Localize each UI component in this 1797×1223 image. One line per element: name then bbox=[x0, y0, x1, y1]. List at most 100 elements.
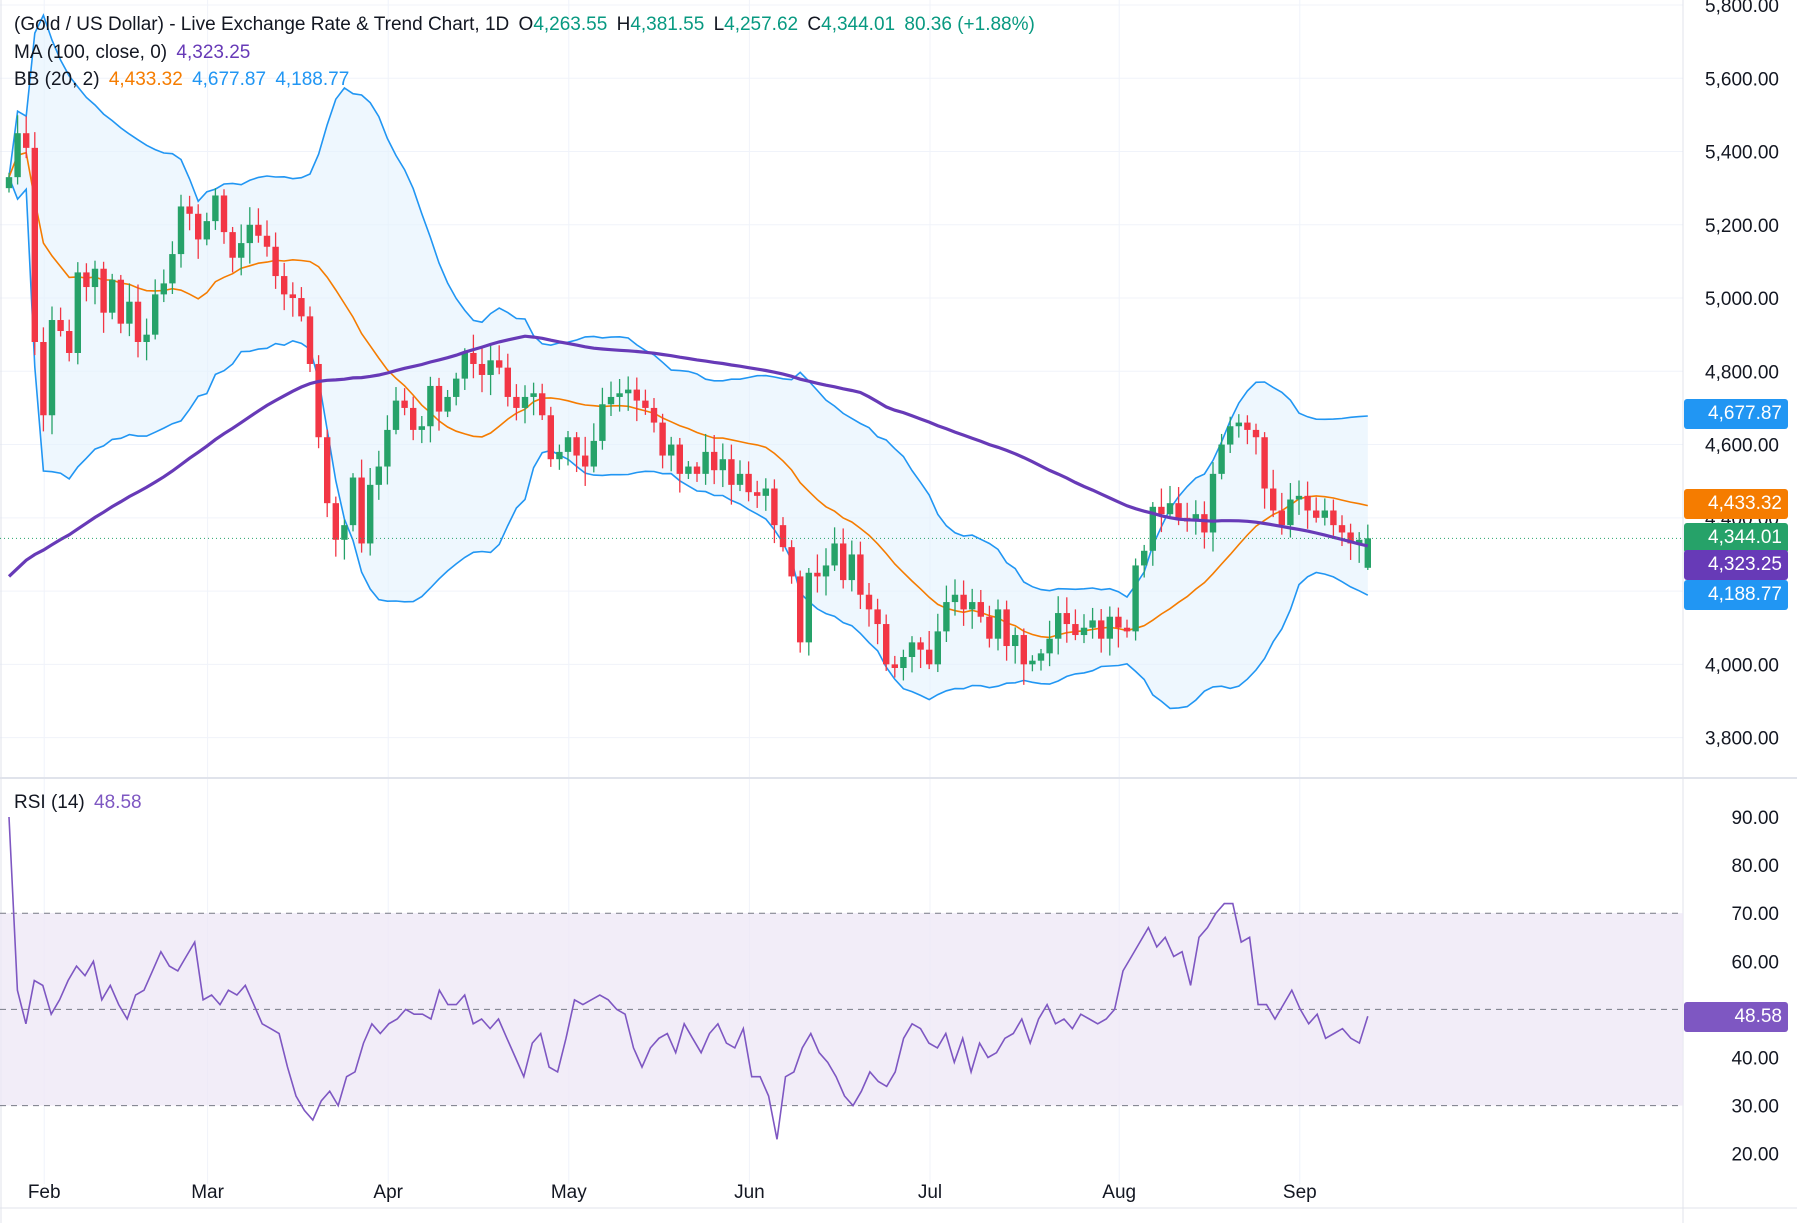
candle-body bbox=[341, 525, 348, 540]
candle bbox=[453, 372, 460, 406]
candle-body bbox=[74, 272, 81, 353]
candle-body bbox=[14, 133, 21, 178]
candle bbox=[719, 443, 726, 488]
time-axis-label: Apr bbox=[373, 1182, 403, 1203]
high-label: H bbox=[616, 14, 631, 35]
candle bbox=[891, 655, 898, 678]
candle bbox=[1055, 596, 1062, 655]
candle-body bbox=[470, 352, 477, 364]
candle bbox=[263, 220, 271, 257]
candle bbox=[513, 384, 520, 421]
candle bbox=[1252, 423, 1260, 455]
bb-basis-line bbox=[8, 151, 1368, 639]
candle bbox=[177, 194, 185, 268]
candle-body bbox=[1166, 503, 1174, 515]
candle bbox=[1072, 609, 1079, 641]
candle bbox=[1123, 619, 1131, 638]
bb-basis-price-tag: 4,433.32 bbox=[1684, 489, 1788, 519]
candle-body bbox=[874, 609, 881, 625]
candle bbox=[427, 376, 434, 443]
candle bbox=[1313, 497, 1320, 523]
rsi-axis-label: 30.00 bbox=[1731, 1097, 1779, 1118]
candle bbox=[951, 579, 959, 616]
candle bbox=[840, 528, 847, 589]
candle-body bbox=[57, 320, 64, 332]
rsi-line bbox=[8, 816, 1369, 1140]
candle bbox=[1192, 500, 1199, 535]
rsi-axis-label: 60.00 bbox=[1731, 952, 1779, 973]
bb-lower-price-tag: 4,188.77 bbox=[1684, 580, 1788, 610]
candle bbox=[1218, 433, 1225, 480]
candle-body bbox=[728, 459, 735, 485]
candle bbox=[358, 459, 365, 553]
candle-body bbox=[1055, 613, 1062, 639]
candle bbox=[1141, 544, 1148, 578]
candle-body bbox=[91, 268, 99, 288]
candle-body bbox=[1123, 627, 1131, 632]
candle bbox=[504, 353, 511, 407]
candle-body bbox=[1304, 495, 1311, 511]
time-axis-label: Feb bbox=[28, 1182, 61, 1203]
low-label: L bbox=[713, 14, 725, 35]
candle-body bbox=[745, 473, 752, 493]
candle-body bbox=[195, 213, 202, 240]
candle bbox=[418, 415, 425, 444]
candle bbox=[659, 413, 666, 469]
bb-lower-value: 4,188.77 bbox=[275, 69, 350, 90]
candle bbox=[693, 462, 701, 482]
candle bbox=[1106, 606, 1113, 656]
candle bbox=[711, 435, 718, 485]
candle-body bbox=[410, 407, 417, 430]
candle bbox=[220, 189, 228, 244]
candle bbox=[1012, 627, 1019, 664]
candle-body bbox=[1012, 635, 1019, 647]
candle-body bbox=[1029, 660, 1036, 665]
candle-body bbox=[788, 547, 795, 577]
candle bbox=[1295, 480, 1303, 515]
candle-body bbox=[444, 396, 451, 412]
candle-body bbox=[676, 444, 683, 474]
candle bbox=[831, 527, 838, 571]
candle-body bbox=[1072, 624, 1079, 636]
low-value: 4,257.62 bbox=[724, 14, 799, 35]
candle bbox=[410, 396, 417, 441]
candle-body bbox=[1235, 422, 1242, 427]
candle-body bbox=[255, 224, 262, 236]
candle-body bbox=[779, 525, 787, 548]
bb-legend[interactable]: BB (20, 2) 4,433.32 4,677.87 4,188.77 bbox=[14, 69, 353, 91]
candle bbox=[1356, 532, 1363, 563]
candle bbox=[281, 262, 288, 311]
candle bbox=[392, 387, 400, 435]
open-value: 4,263.55 bbox=[533, 14, 608, 35]
ma-legend[interactable]: MA (100, close, 0) 4,323.25 bbox=[14, 42, 254, 64]
bb-band-fill bbox=[9, 15, 1368, 709]
candle-body bbox=[23, 133, 30, 148]
candle bbox=[917, 637, 924, 669]
candle-body bbox=[298, 298, 305, 317]
time-axis-label: May bbox=[551, 1182, 587, 1203]
candle bbox=[229, 226, 236, 273]
candle-body bbox=[616, 393, 623, 397]
candle-body bbox=[926, 649, 933, 665]
candle bbox=[857, 541, 864, 610]
candle bbox=[702, 433, 709, 485]
rsi-legend[interactable]: RSI (14) 48.58 bbox=[14, 792, 146, 814]
candle-body bbox=[513, 396, 520, 408]
candle bbox=[48, 306, 56, 435]
candle bbox=[487, 344, 494, 396]
candle bbox=[564, 431, 572, 466]
candle bbox=[152, 279, 159, 340]
candle-body bbox=[358, 477, 365, 544]
candle bbox=[986, 605, 993, 648]
candle bbox=[582, 436, 589, 486]
candle-body bbox=[814, 572, 821, 577]
candle-body bbox=[831, 543, 838, 566]
candle-body bbox=[143, 334, 150, 342]
candle bbox=[556, 444, 563, 470]
price-axis-label: 4,600.00 bbox=[1705, 436, 1779, 457]
candle-body bbox=[367, 484, 374, 544]
candle bbox=[1261, 432, 1268, 509]
candle-body bbox=[1287, 499, 1294, 526]
candle bbox=[530, 382, 537, 416]
candle bbox=[547, 406, 554, 467]
